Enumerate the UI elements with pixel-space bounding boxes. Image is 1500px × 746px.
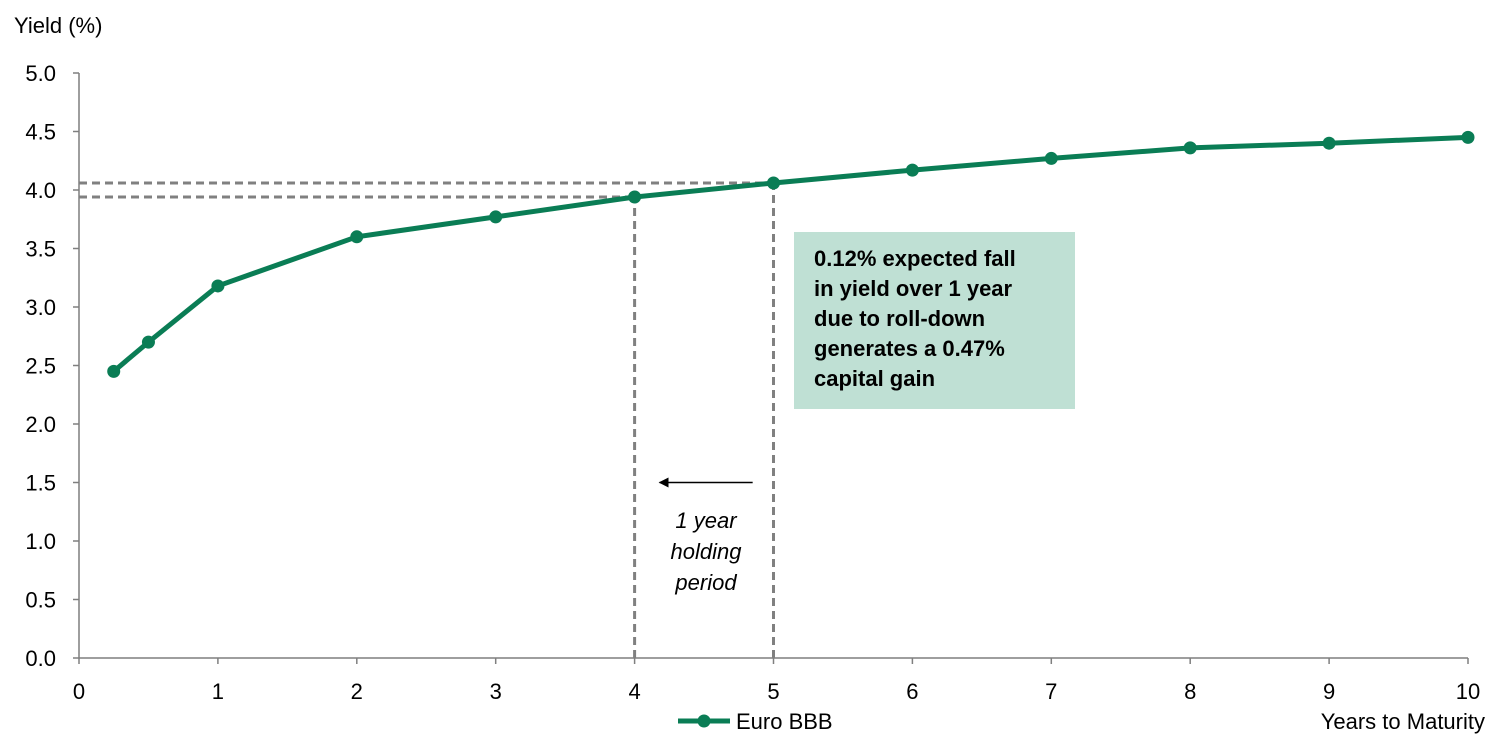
series-layer — [107, 130, 1475, 378]
data-point — [350, 230, 364, 244]
data-point — [211, 279, 225, 293]
y-tick-label: 1.0 — [25, 529, 56, 554]
reference-lines — [79, 181, 775, 658]
y-tick-label: 5.0 — [25, 61, 56, 86]
data-point — [1461, 130, 1475, 144]
x-axis-label: Years to Maturity — [1321, 709, 1485, 734]
y-tick-label: 2.0 — [25, 412, 56, 437]
data-point — [1183, 141, 1197, 155]
legend: Euro BBB — [678, 709, 833, 734]
y-tick-label: 4.5 — [25, 120, 56, 145]
x-tick-label: 10 — [1456, 679, 1480, 704]
data-point — [905, 163, 919, 177]
legend-label: Euro BBB — [736, 709, 833, 734]
x-tick-label: 2 — [351, 679, 363, 704]
x-tick-label: 9 — [1323, 679, 1335, 704]
annotation-text: 0.12% expected fall in yield over 1 year… — [814, 246, 1016, 391]
data-point — [489, 210, 503, 224]
x-tick-label: 8 — [1184, 679, 1196, 704]
x-tick-label: 1 — [212, 679, 224, 704]
y-tick-label: 3.0 — [25, 295, 56, 320]
x-tick-label: 5 — [767, 679, 779, 704]
data-point — [107, 364, 121, 378]
data-point — [141, 335, 155, 349]
y-tick-label: 3.5 — [25, 237, 56, 262]
data-point — [1044, 151, 1058, 165]
series-line-euro-bbb — [111, 134, 1471, 374]
y-tick-label: 4.0 — [25, 178, 56, 203]
data-point — [628, 190, 642, 204]
x-tick-label: 0 — [73, 679, 85, 704]
legend-marker — [697, 714, 711, 728]
y-tick-label: 2.5 — [25, 354, 56, 379]
x-tick-label: 6 — [906, 679, 918, 704]
data-point — [1322, 136, 1336, 150]
axes: 0.0 0.5 1.0 1.5 2.0 2.5 3.0 3.5 4.0 4.5 5.0 0 1 2 3 4 5 6… — [25, 61, 1480, 704]
y-axis-label: Yield (%) — [14, 13, 102, 38]
annotation-box: 0.12% expected fall in yield over 1 year… — [794, 232, 1075, 409]
x-tick-label: 3 — [490, 679, 502, 704]
y-tick-label: 1.5 — [25, 471, 56, 496]
holding-period-label: 1 year holding period — [670, 508, 742, 595]
y-tick-label: 0.0 — [25, 646, 56, 671]
x-tick-label: 4 — [628, 679, 640, 704]
y-tick-label: 0.5 — [25, 588, 56, 613]
data-point — [767, 176, 780, 190]
x-tick-label: 7 — [1045, 679, 1057, 704]
